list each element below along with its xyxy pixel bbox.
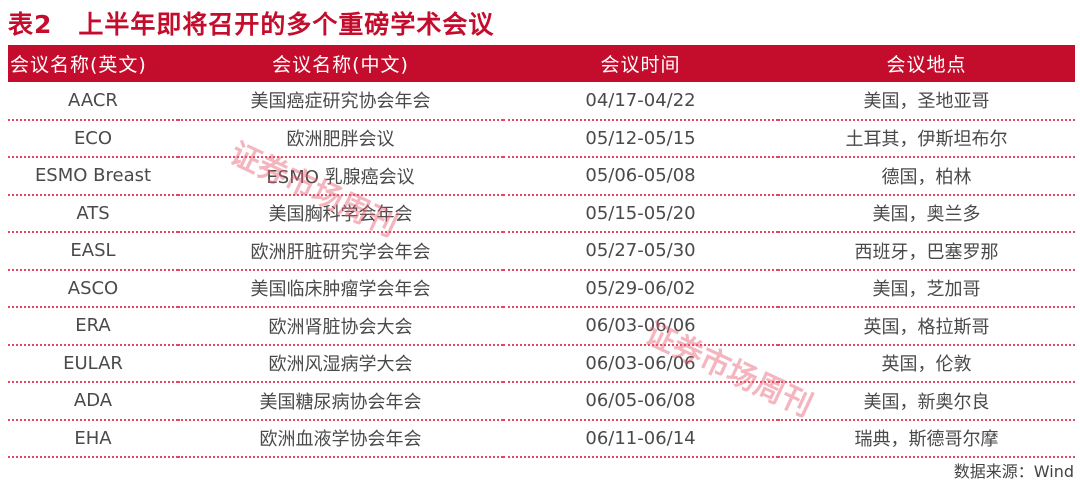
cell-date: 05/12-05/15 (503, 119, 778, 158)
cell-english-name: ATS (8, 194, 178, 233)
cell-date: 06/11-06/14 (503, 419, 778, 458)
cell-date: 06/03-06/06 (503, 307, 778, 346)
cell-english-name: ASCO (8, 269, 178, 308)
cell-chinese-name: 欧洲肥胖会议 (178, 119, 503, 158)
cell-chinese-name: 欧洲肝脏研究学会年会 (178, 232, 503, 271)
cell-chinese-name: 欧洲血液学协会年会 (178, 419, 503, 458)
cell-chinese-name: ESMO 乳腺癌会议 (178, 157, 503, 196)
cell-location: 西班牙，巴塞罗那 (778, 232, 1075, 271)
cell-location: 美国，芝加哥 (778, 269, 1075, 308)
table-row: ERA 欧洲肾脏协会大会 06/03-06/06 英国，格拉斯哥 (8, 307, 1075, 346)
table-row: EHA 欧洲血液学协会年会 06/11-06/14 瑞典，斯德哥尔摩 (8, 419, 1075, 458)
table-row: ADA 美国糖尿病协会年会 06/05-06/08 美国，新奥尔良 (8, 382, 1075, 421)
cell-chinese-name: 欧洲肾脏协会大会 (178, 307, 503, 346)
cell-chinese-name: 美国胸科学会年会 (178, 194, 503, 233)
table-row: ATS 美国胸科学会年会 05/15-05/20 美国，奥兰多 (8, 194, 1075, 233)
table-row: EULAR 欧洲风湿病学大会 06/03-06/06 英国，伦敦 (8, 344, 1075, 383)
cell-english-name: EASL (8, 232, 178, 271)
header-english-name: 会议名称(英文) (8, 45, 178, 82)
cell-english-name: ESMO Breast (8, 157, 178, 196)
cell-location: 英国，格拉斯哥 (778, 307, 1075, 346)
table-row: AACR 美国癌症研究协会年会 04/17-04/22 美国，圣地亚哥 (8, 82, 1075, 121)
conference-table: 会议名称(英文) 会议名称(中文) 会议时间 会议地点 AACR 美国癌症研究协会… (8, 45, 1075, 458)
cell-english-name: ADA (8, 382, 178, 421)
cell-chinese-name: 美国癌症研究协会年会 (178, 82, 503, 121)
cell-english-name: AACR (8, 82, 178, 121)
cell-date: 06/03-06/06 (503, 344, 778, 383)
cell-location: 美国，新奥尔良 (778, 382, 1075, 421)
header-row: 会议名称(英文) 会议名称(中文) 会议时间 会议地点 (8, 45, 1075, 82)
cell-location: 美国，奥兰多 (778, 194, 1075, 233)
cell-chinese-name: 美国糖尿病协会年会 (178, 382, 503, 421)
table-row: EASL 欧洲肝脏研究学会年会 05/27-05/30 西班牙，巴塞罗那 (8, 232, 1075, 271)
cell-location: 瑞典，斯德哥尔摩 (778, 419, 1075, 458)
table-title: 表2 上半年即将召开的多个重磅学术会议 (8, 10, 495, 39)
cell-location: 土耳其，伊斯坦布尔 (778, 119, 1075, 158)
cell-chinese-name: 美国临床肿瘤学会年会 (178, 269, 503, 308)
cell-date: 06/05-06/08 (503, 382, 778, 421)
cell-location: 美国，圣地亚哥 (778, 82, 1075, 121)
cell-date: 05/29-06/02 (503, 269, 778, 308)
cell-date: 04/17-04/22 (503, 82, 778, 121)
table-row: ASCO 美国临床肿瘤学会年会 05/29-06/02 美国，芝加哥 (8, 269, 1075, 308)
header-location: 会议地点 (778, 45, 1075, 82)
data-source: 数据来源：Wind (953, 462, 1074, 481)
header-chinese-name: 会议名称(中文) (178, 45, 503, 82)
cell-date: 05/06-05/08 (503, 157, 778, 196)
table-row: ESMO Breast ESMO 乳腺癌会议 05/06-05/08 德国，柏林 (8, 157, 1075, 196)
cell-chinese-name: 欧洲风湿病学大会 (178, 344, 503, 383)
cell-english-name: EULAR (8, 344, 178, 383)
cell-date: 05/27-05/30 (503, 232, 778, 271)
cell-english-name: ERA (8, 307, 178, 346)
cell-date: 05/15-05/20 (503, 194, 778, 233)
cell-location: 英国，伦敦 (778, 344, 1075, 383)
cell-english-name: EHA (8, 419, 178, 458)
cell-english-name: ECO (8, 119, 178, 158)
cell-location: 德国，柏林 (778, 157, 1075, 196)
table-row: ECO 欧洲肥胖会议 05/12-05/15 土耳其，伊斯坦布尔 (8, 119, 1075, 158)
header-date: 会议时间 (503, 45, 778, 82)
